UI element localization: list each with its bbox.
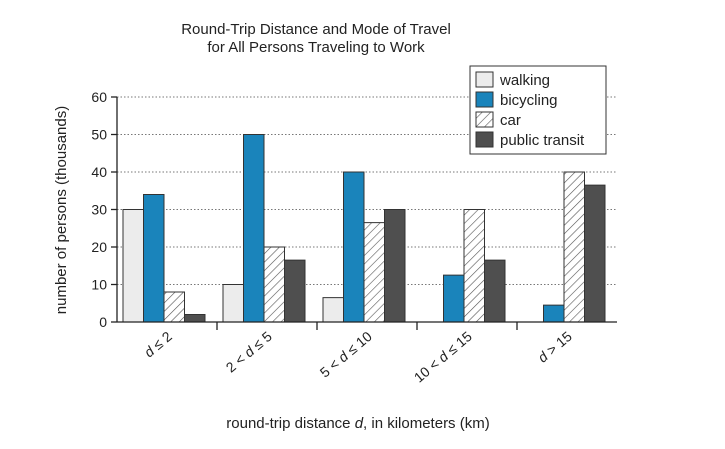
bar-car [263,246,285,323]
chart-title-line-2: for All Persons Traveling to Work [207,39,425,56]
bar-walking [222,284,244,323]
y-tick-label: 60 [91,89,107,105]
bar-car [563,171,585,323]
x-tick-label: 5 < d ≤ 10 [317,328,375,381]
axes: 0 10 20 30 40 50 60 [91,89,617,330]
bar-public-transit [584,184,606,323]
bar-walking [122,209,144,323]
bar-public-transit [384,209,406,323]
bars [122,134,606,323]
bar-bicycling [243,134,265,323]
x-axis-label: round-trip distance d, in kilometers (km… [226,415,489,432]
y-tick-label: 10 [91,277,107,293]
bar-public-transit [184,314,206,323]
bar-public-transit [484,259,506,323]
bar-bicycling [443,274,465,323]
legend-swatch-car [475,111,494,128]
bar-bicycling [143,194,165,323]
legend-label: walking [499,72,550,89]
bar-bicycling [343,171,365,323]
y-tick-label: 30 [91,202,107,218]
bar-car [163,291,185,323]
bar-public-transit [284,259,306,323]
legend: walking bicycling car public transit [469,65,607,155]
y-tick-label: 40 [91,164,107,180]
bar-car [463,209,485,323]
bar-walking [322,297,344,323]
x-tick-label: d > 15 [535,328,576,366]
x-tick-label: 2 < d ≤ 5 [223,328,275,376]
legend-swatch-bicycling [475,91,494,108]
legend-label: bicycling [500,92,558,109]
y-tick-label: 50 [91,127,107,143]
bar-bicycling [543,304,565,323]
y-tick-label: 20 [91,239,107,255]
chart-title-line-1: Round-Trip Distance and Mode of Travel [181,21,451,38]
x-tick-labels: d ≤ 2 2 < d ≤ 5 5 < d ≤ 10 10 < d ≤ 15 d > 1… [141,328,575,386]
legend-swatch-walking [475,71,494,88]
legend-label: car [500,112,521,129]
bar-car [363,222,385,323]
y-axis-label: number of persons (thousands) [53,106,70,314]
legend-label: public transit [500,132,585,149]
legend-swatch-public-transit [475,131,494,148]
y-tick-label: 0 [99,314,107,330]
x-tick-label: d ≤ 2 [141,328,175,360]
x-tick-label: 10 < d ≤ 15 [411,328,475,386]
